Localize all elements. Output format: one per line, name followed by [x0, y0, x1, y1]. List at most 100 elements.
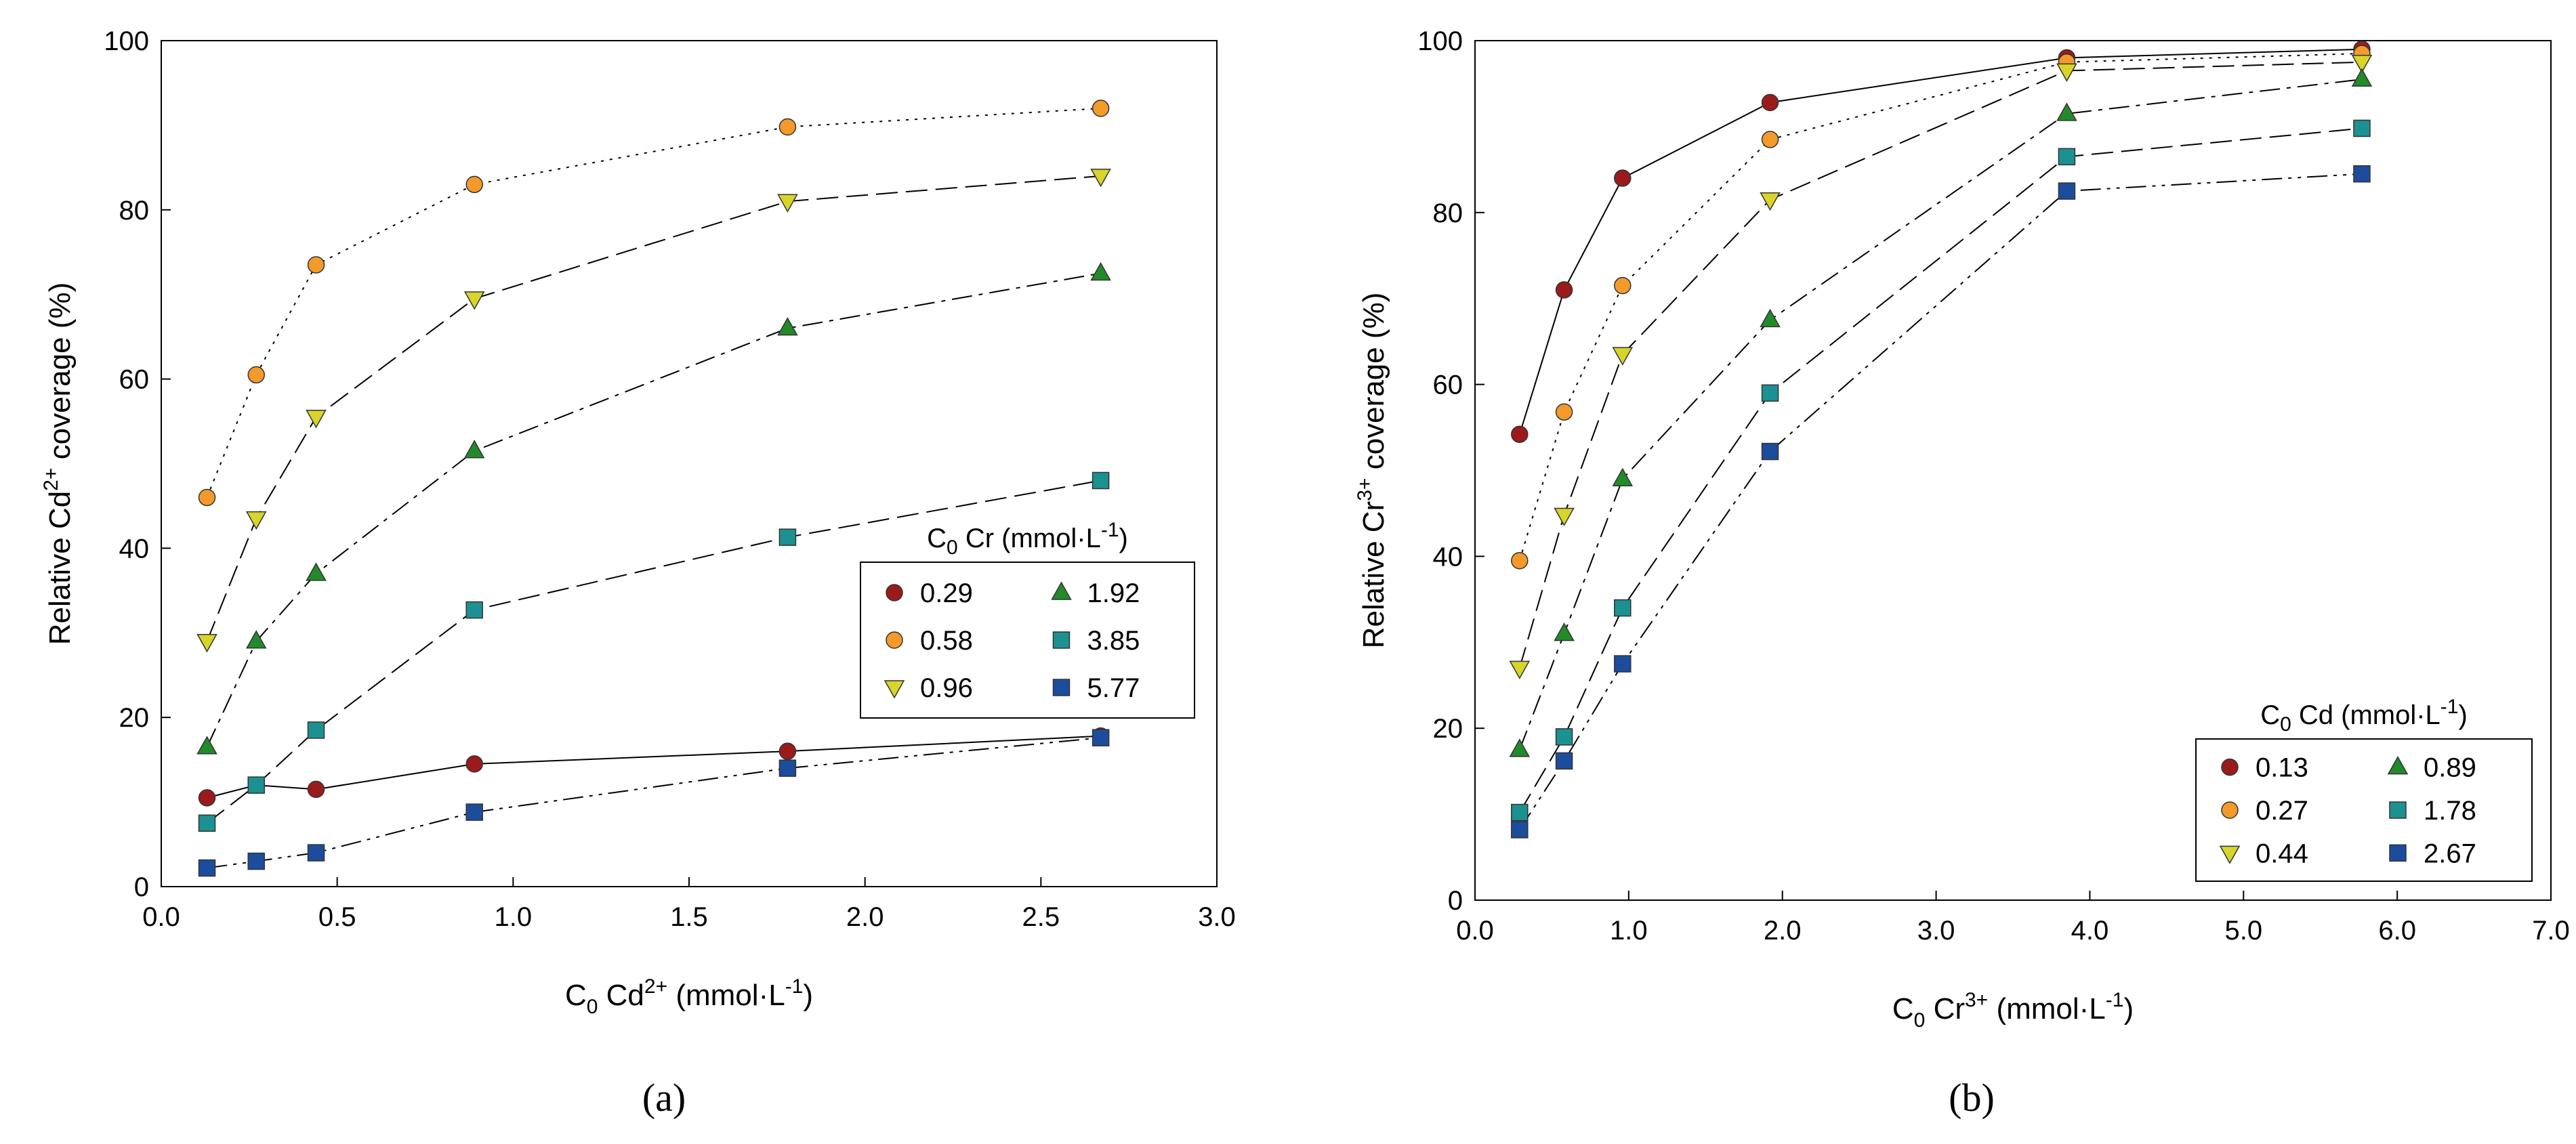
- y-label-rest: coverage (%): [1357, 293, 1390, 478]
- y-axis-label: Relative Cd2+ coverage (%): [40, 282, 77, 645]
- legend-title-main: C: [927, 524, 947, 553]
- series-line-2.67: [1518, 173, 2363, 830]
- legend-label-0.27: 0.27: [2256, 796, 2308, 826]
- x-tick-label: 7.0: [2532, 916, 2570, 946]
- x-label-sup: 2+: [644, 975, 667, 998]
- series-line-0.44: [1518, 61, 2362, 669]
- legend-marker-3.85: [1052, 631, 1071, 649]
- data-point-2.67: [1614, 655, 1632, 673]
- y-tick-label: 100: [104, 26, 149, 56]
- x-label-unit-end: ): [803, 979, 813, 1012]
- y-label-main: Relative Cd: [43, 491, 77, 645]
- y-label-sup: 3+: [1354, 478, 1376, 501]
- data-point-0.89: [1760, 308, 1781, 328]
- legend-marker-1.92: [1051, 581, 1072, 600]
- data-point-0.13: [1511, 425, 1529, 443]
- data-point-0.96: [196, 634, 217, 653]
- legend-marker-0.58: [886, 631, 903, 649]
- data-point-0.27: [1614, 276, 1632, 295]
- legend-title-rest: Cd (mmol·L: [2291, 700, 2440, 730]
- legend-title-main: C: [2260, 700, 2280, 730]
- data-point-5.77: [778, 759, 797, 777]
- legend-marker-1.78: [2389, 801, 2407, 819]
- data-point-0.96: [463, 291, 485, 310]
- data-point-2.67: [1511, 821, 1529, 839]
- data-point-0.27: [1555, 403, 1573, 421]
- legend-label-3.85: 3.85: [1087, 626, 1140, 656]
- data-point-3.85: [778, 528, 797, 546]
- legend-marker-0.96: [884, 680, 905, 699]
- data-point-1.92: [306, 562, 327, 581]
- x-tick-label: 2.0: [846, 902, 884, 932]
- x-label-unit: (mmol·L: [1988, 992, 2106, 1025]
- y-axis-label: Relative Cr3+ coverage (%): [1354, 293, 1390, 649]
- legend-label-0.58: 0.58: [920, 626, 973, 656]
- y-tick-label: 0: [1448, 886, 1463, 916]
- legend-label-0.96: 0.96: [920, 673, 973, 703]
- data-point-3.85: [465, 601, 483, 619]
- x-label-sub: 0: [1914, 1009, 1926, 1032]
- x-tick-label: 6.0: [2378, 916, 2416, 946]
- data-point-0.44: [2351, 54, 2373, 74]
- legend-title: C0 Cr (mmol·L-1): [927, 519, 1128, 559]
- legend-marker-0.13: [2221, 758, 2239, 776]
- legend-label-2.67: 2.67: [2424, 839, 2476, 868]
- legend-title-end: ): [1119, 524, 1128, 553]
- x-label-unit-sup: -1: [2106, 989, 2124, 1011]
- legend-box: [2195, 738, 2533, 882]
- data-point-2.67: [1761, 442, 1779, 461]
- data-point-1.78: [2058, 148, 2076, 166]
- x-label-sup: 3+: [1965, 989, 1988, 1011]
- x-label-unit-end: ): [2123, 992, 2134, 1025]
- y-tick-label: 60: [119, 365, 150, 395]
- data-point-2.67: [2058, 182, 2076, 200]
- legend-label-0.44: 0.44: [2256, 839, 2308, 868]
- data-point-1.78: [1555, 728, 1573, 746]
- data-point-0.58: [1092, 100, 1110, 117]
- data-point-3.85: [307, 721, 325, 739]
- legend-marker-0.29: [886, 584, 903, 601]
- legend-title: C0 Cd (mmol·L-1): [2260, 696, 2468, 736]
- data-point-1.78: [1761, 384, 1779, 402]
- x-axis-label: C0 Cr3+ (mmol·L-1): [1892, 989, 2134, 1032]
- x-tick-label: 1.0: [495, 902, 533, 932]
- x-label-main: C: [565, 979, 587, 1012]
- legend-label-0.29: 0.29: [920, 578, 973, 608]
- y-tick-label: 40: [1433, 542, 1463, 572]
- x-tick-label: 2.5: [1022, 902, 1060, 932]
- data-point-3.85: [198, 814, 216, 832]
- data-point-1.78: [2353, 119, 2371, 137]
- x-tick-label: 1.0: [1610, 916, 1648, 946]
- data-point-0.89: [1554, 622, 1575, 641]
- x-label-unit-sup: -1: [785, 975, 804, 998]
- data-point-1.92: [777, 317, 798, 336]
- data-point-2.67: [1555, 752, 1573, 770]
- legend-title-end: ): [2458, 700, 2467, 730]
- series-line-0.89: [1518, 79, 2363, 750]
- legend-marker-0.44: [2219, 845, 2241, 864]
- data-point-0.29: [198, 789, 216, 807]
- data-point-0.29: [465, 755, 483, 773]
- series-line-5.77: [207, 737, 1101, 869]
- x-label-unit: (mmol·L: [667, 979, 785, 1012]
- legend-title-sup: -1: [1101, 519, 1119, 541]
- data-point-0.58: [247, 366, 265, 384]
- data-point-1.92: [196, 736, 217, 755]
- data-point-5.77: [247, 852, 265, 870]
- data-point-0.44: [1760, 192, 1781, 211]
- data-point-3.85: [1092, 471, 1110, 490]
- legend-title-sub: 0: [2280, 713, 2291, 736]
- data-point-5.77: [465, 803, 483, 821]
- series-line-0.96: [206, 175, 1101, 642]
- data-point-5.77: [198, 859, 216, 877]
- data-point-0.58: [307, 256, 325, 274]
- data-point-0.89: [2056, 102, 2077, 121]
- y-tick-label: 60: [1433, 370, 1463, 400]
- x-tick-label: 0.0: [142, 902, 180, 932]
- data-point-1.78: [1511, 803, 1529, 822]
- y-tick-label: 20: [1433, 714, 1463, 744]
- y-label-sup: 2+: [40, 468, 62, 491]
